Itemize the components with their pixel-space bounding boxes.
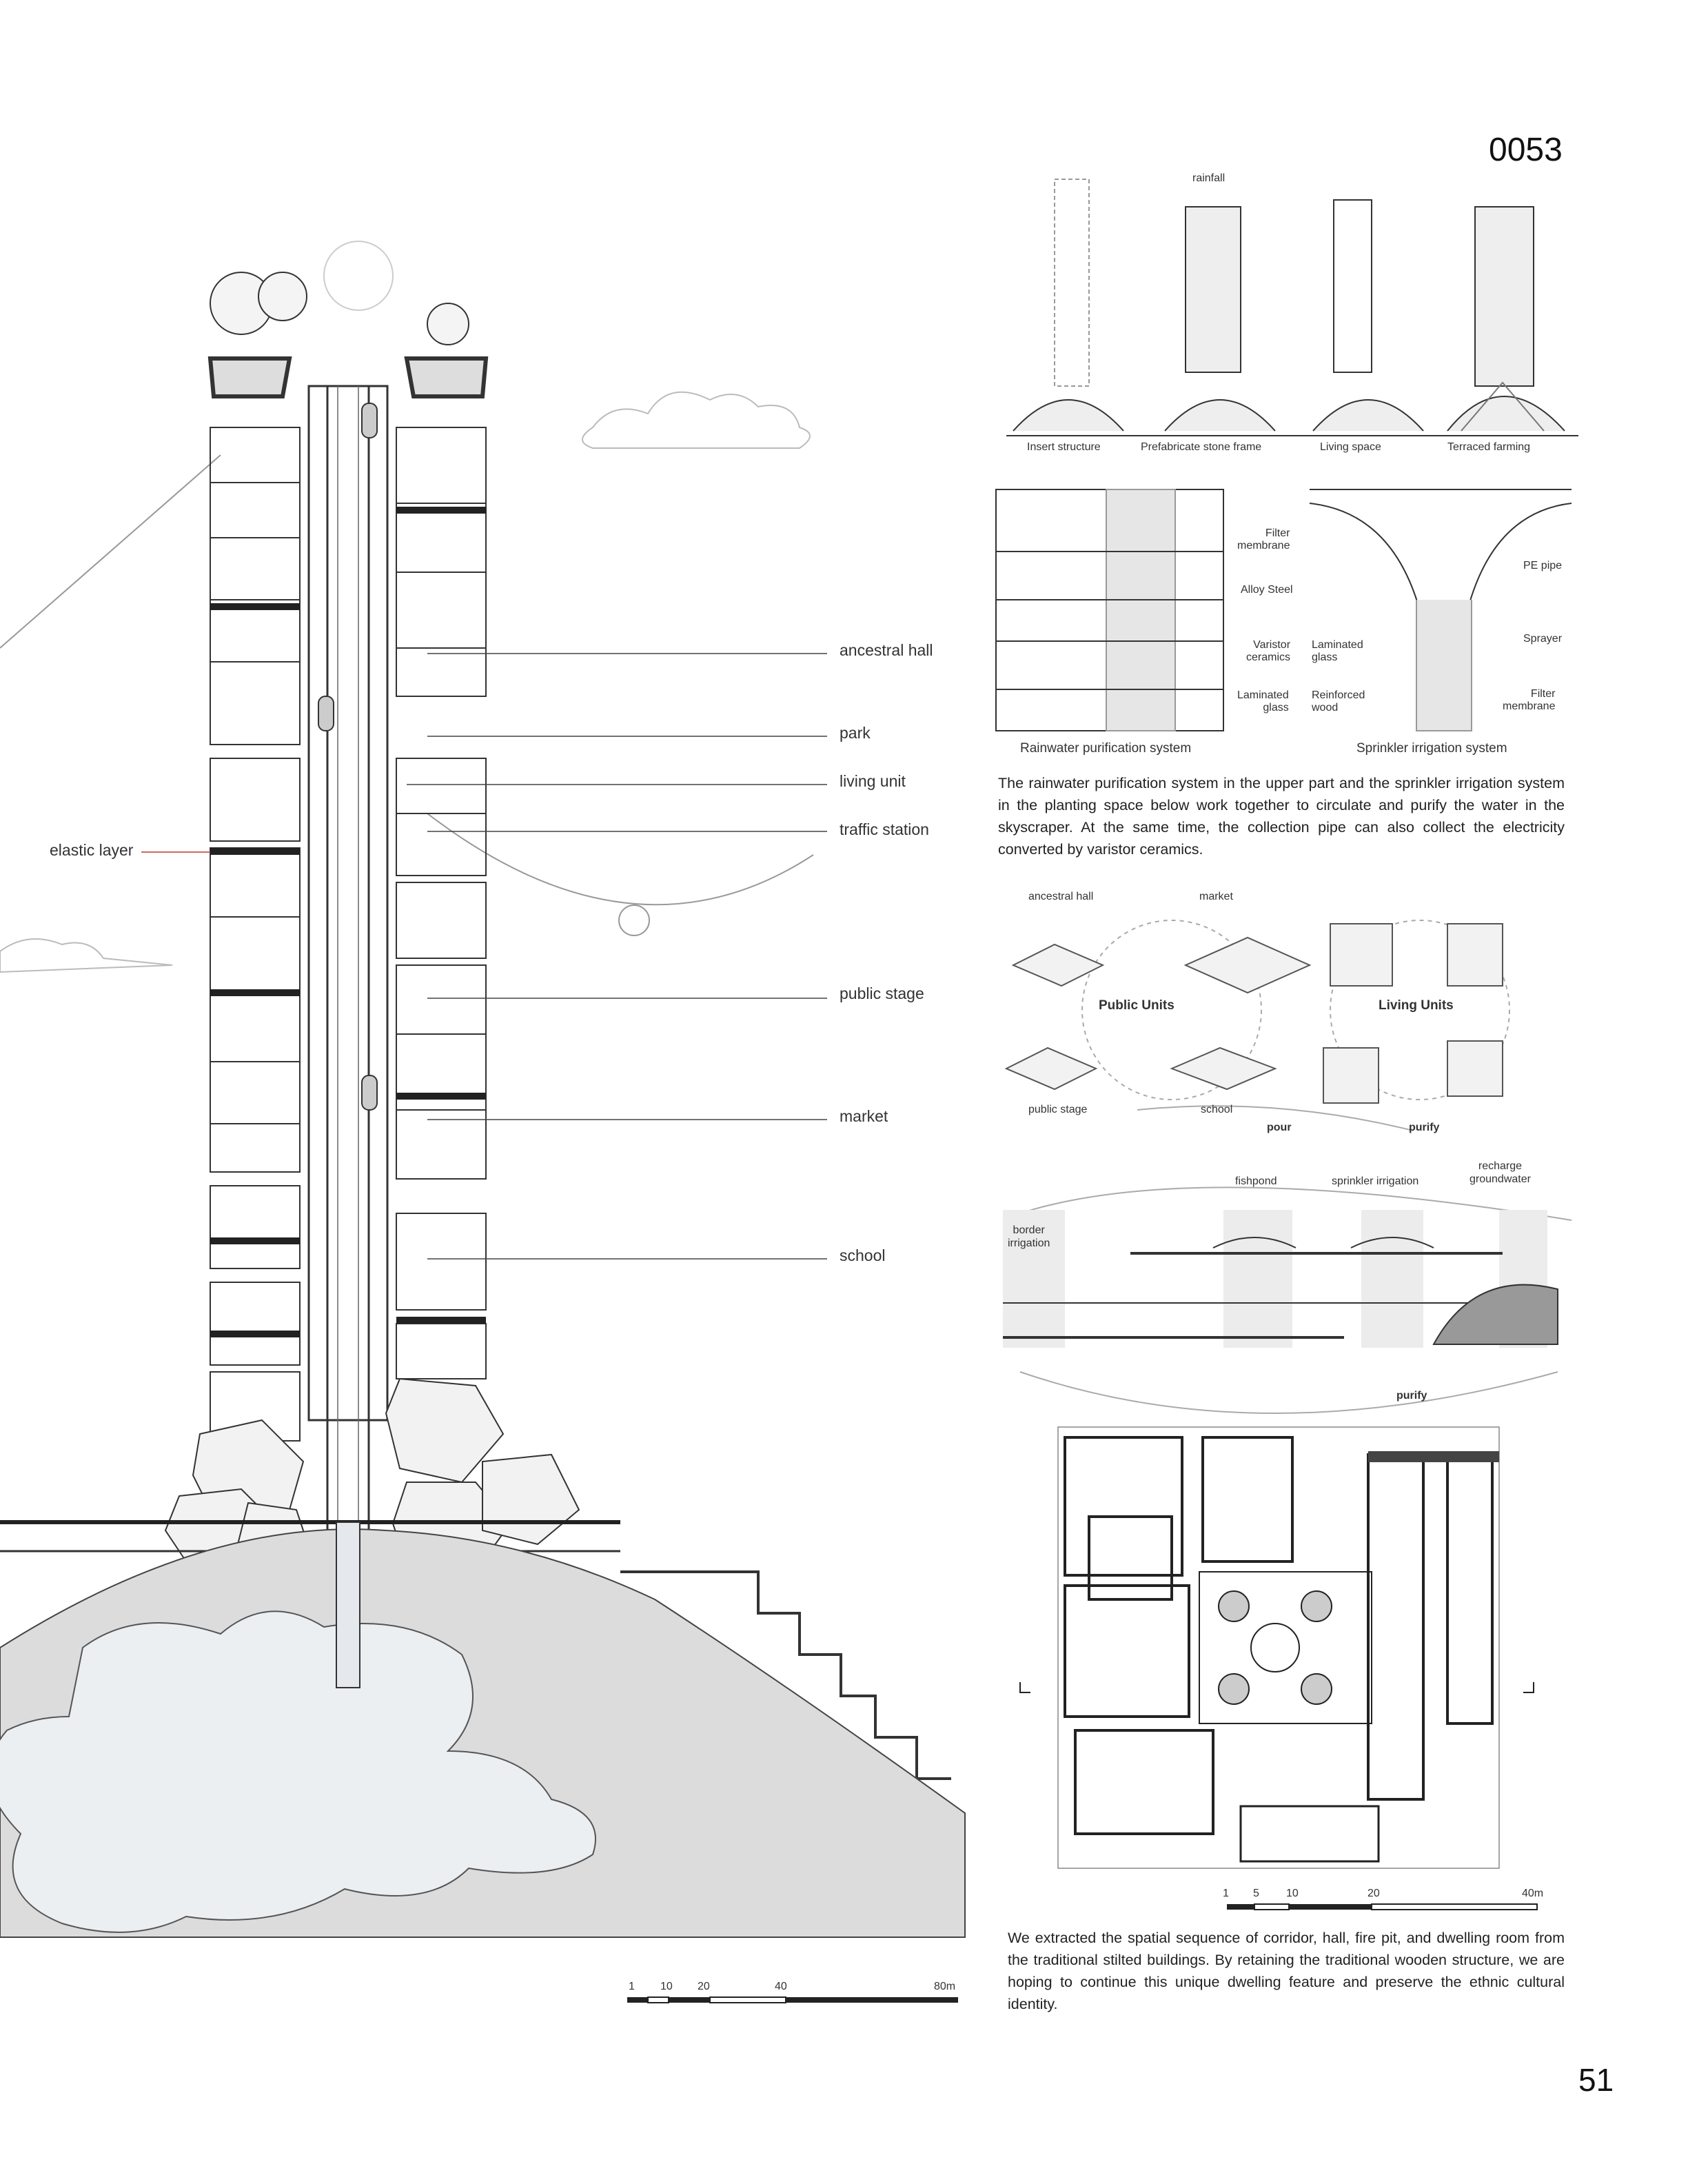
stage-label: Living space bbox=[1320, 441, 1381, 453]
label-public-stage: public stage bbox=[840, 984, 924, 1002]
plan-description: We extracted the spatial sequence of cor… bbox=[1008, 1930, 1565, 2012]
tower-scale-tick: 10 bbox=[660, 1981, 673, 1992]
cycle-pour: pour bbox=[1267, 1122, 1292, 1133]
living-units-title: Living Units bbox=[1379, 998, 1454, 1013]
tower-scale-tick: 1 bbox=[629, 1981, 635, 1992]
label-leaders bbox=[141, 653, 827, 1260]
rain-label-filter: Filter membrane bbox=[1237, 527, 1290, 552]
floor-plan bbox=[1019, 1426, 1534, 1869]
label-school: school bbox=[840, 1246, 886, 1264]
plan-scale-tick: 20 bbox=[1367, 1888, 1380, 1899]
core-in-ground bbox=[336, 1521, 360, 1688]
plan-scale-end: 40m bbox=[1522, 1888, 1544, 1899]
water-cycle-section bbox=[1003, 1210, 1558, 1348]
sprinkler-label-glass: Laminated glass bbox=[1312, 639, 1363, 663]
tower-scale-tick: 20 bbox=[698, 1981, 710, 1992]
unit-axonometrics bbox=[1004, 923, 1503, 1104]
cable-lines bbox=[0, 454, 814, 936]
rainfall-label: rainfall bbox=[1192, 172, 1226, 184]
plan-scale-tick: 5 bbox=[1253, 1888, 1259, 1899]
cycle-purify-bottom: purify bbox=[1396, 1390, 1427, 1402]
stage-label: Insert structure bbox=[1027, 441, 1101, 453]
unit-label: school bbox=[1201, 1104, 1233, 1115]
sprinkler-label-filter: Filter membrane bbox=[1503, 688, 1556, 712]
plan-scale-tick: 1 bbox=[1223, 1888, 1229, 1899]
sprinkler-label-pipe: PE pipe bbox=[1523, 560, 1563, 572]
cycle-sprinkler: sprinkler irrigation bbox=[1332, 1175, 1419, 1187]
label-living-unit: living unit bbox=[840, 772, 906, 790]
public-units-title: Public Units bbox=[1099, 998, 1175, 1013]
cycle-recharge: recharge groundwater bbox=[1470, 1160, 1531, 1185]
stage-label: Prefabricate stone frame bbox=[1141, 441, 1262, 453]
underground-water bbox=[0, 1610, 596, 1933]
label-traffic-station: traffic station bbox=[840, 820, 929, 838]
plan-scale-bar-graphic bbox=[1227, 1903, 1538, 1910]
label-elastic-layer: elastic layer bbox=[50, 841, 134, 859]
page-number: 51 bbox=[1578, 2062, 1614, 2098]
label-park: park bbox=[840, 724, 871, 742]
rain-label-steel: Alloy Steel bbox=[1241, 584, 1293, 596]
unit-diagrams bbox=[1081, 920, 1510, 1100]
cycle-fishpond: fishpond bbox=[1235, 1175, 1277, 1187]
sprinkler-caption: Sprinkler irrigation system bbox=[1356, 741, 1507, 756]
tower-scale-end: 80m bbox=[934, 1981, 956, 1992]
tower-scale-bar-graphic bbox=[627, 1996, 958, 2003]
plan-scale-tick: 10 bbox=[1286, 1888, 1299, 1899]
cloud-illustration bbox=[0, 391, 811, 973]
tower-scale-tick: 40 bbox=[775, 1981, 787, 1992]
sprinkler-label-sprayer: Sprayer bbox=[1523, 633, 1563, 645]
cycle-arrows bbox=[1019, 1105, 1572, 1414]
rainwater-caption: Rainwater purification system bbox=[1020, 741, 1192, 756]
rain-label-varistor: Varistor ceramics bbox=[1246, 639, 1291, 663]
sprinkler-label-wood: Reinforced wood bbox=[1312, 689, 1365, 714]
unit-label: ancestral hall bbox=[1028, 891, 1094, 902]
stage-label: Terraced farming bbox=[1447, 441, 1531, 453]
cycle-border: border irrigation bbox=[1008, 1224, 1050, 1249]
label-ancestral-hall: ancestral hall bbox=[840, 641, 933, 659]
unit-label: market bbox=[1199, 891, 1233, 902]
system-diagrams bbox=[995, 489, 1572, 731]
evolution-diagrams bbox=[1006, 179, 1578, 436]
cycle-purify-top: purify bbox=[1409, 1122, 1440, 1133]
project-number: 0053 bbox=[1489, 132, 1563, 168]
systems-description: The rainwater purification system in the… bbox=[998, 775, 1565, 858]
label-market: market bbox=[840, 1107, 888, 1125]
rain-label-glass: Laminated glass bbox=[1237, 689, 1289, 714]
unit-label: public stage bbox=[1028, 1104, 1088, 1115]
